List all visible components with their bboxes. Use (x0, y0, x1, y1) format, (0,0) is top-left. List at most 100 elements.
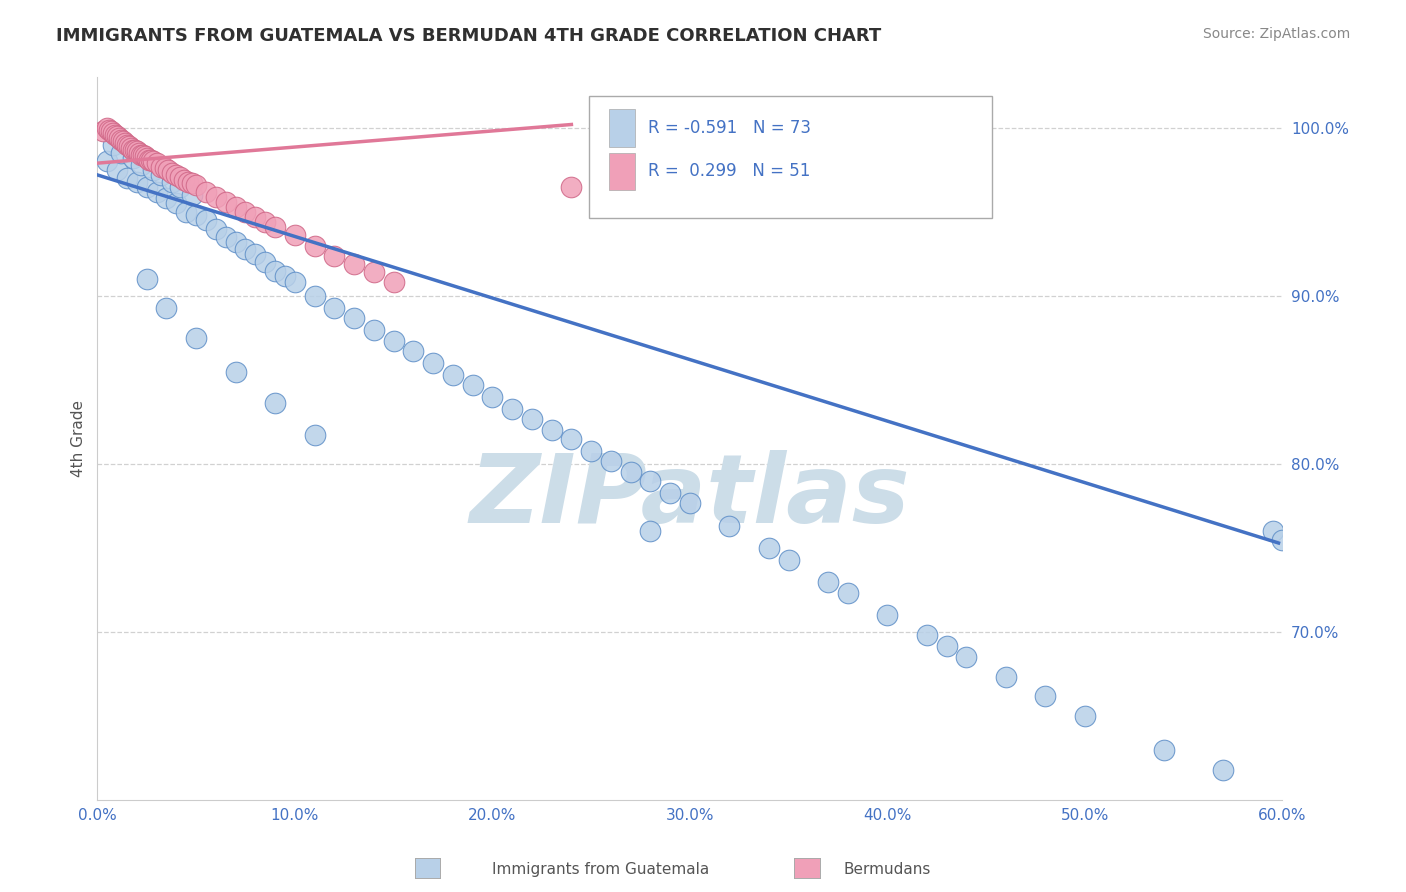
Point (110, 146, 132, 161)
Point (343, 257, 366, 271)
Point (245, 210, 267, 224)
Point (110, 133, 132, 147)
Point (108, 131, 131, 145)
Point (560, 432, 582, 446)
Y-axis label: 4th Grade: 4th Grade (72, 401, 86, 477)
Point (195, 185, 218, 199)
Point (177, 175, 200, 189)
Point (105, 129, 128, 144)
Point (284, 228, 307, 243)
Point (122, 143, 145, 157)
Point (679, 496, 702, 510)
Point (264, 220, 287, 235)
Point (120, 141, 142, 155)
Text: Source: ZipAtlas.com: Source: ZipAtlas.com (1202, 27, 1350, 41)
Point (173, 173, 195, 187)
Point (935, 639, 957, 653)
Point (264, 396, 287, 410)
Point (115, 137, 138, 152)
Point (184, 331, 207, 345)
Point (139, 153, 162, 167)
Point (915, 628, 938, 642)
Point (149, 168, 172, 182)
Point (125, 145, 148, 159)
Point (994, 670, 1017, 684)
Point (520, 411, 543, 425)
Point (1212, 763, 1234, 777)
Point (104, 128, 127, 142)
Point (225, 200, 247, 214)
Point (481, 390, 503, 404)
Point (105, 162, 128, 177)
Point (96, 154, 118, 169)
Point (254, 215, 277, 229)
Point (138, 153, 160, 167)
Point (124, 143, 146, 157)
Text: Bermudans: Bermudans (844, 863, 931, 877)
Point (195, 213, 218, 227)
Point (115, 171, 138, 186)
Point (96, 120, 118, 135)
Point (1035, 689, 1057, 703)
Point (441, 368, 464, 382)
Point (225, 365, 247, 379)
Point (640, 524, 662, 539)
Point (284, 276, 307, 290)
Point (560, 179, 582, 194)
Point (162, 166, 184, 180)
Point (134, 149, 156, 163)
Point (540, 423, 562, 437)
Point (135, 151, 157, 165)
FancyBboxPatch shape (609, 153, 636, 190)
Point (135, 179, 157, 194)
Point (100, 124, 122, 138)
Point (363, 265, 385, 279)
Text: R =  0.299   N = 51: R = 0.299 N = 51 (648, 162, 811, 180)
Point (149, 160, 172, 174)
Point (304, 238, 326, 252)
Point (501, 401, 523, 416)
Point (169, 179, 191, 194)
Point (165, 168, 187, 182)
Point (1261, 524, 1284, 539)
Point (254, 255, 277, 269)
Point (600, 453, 623, 467)
Point (758, 541, 780, 555)
Point (145, 185, 167, 199)
Point (155, 191, 177, 205)
Point (101, 137, 124, 152)
Point (135, 272, 157, 286)
Point (122, 151, 145, 165)
Point (461, 378, 484, 392)
Point (718, 519, 741, 533)
FancyBboxPatch shape (609, 109, 636, 147)
Point (132, 147, 155, 161)
Point (129, 147, 152, 161)
Point (363, 322, 385, 336)
Point (162, 175, 184, 189)
Point (142, 154, 165, 169)
FancyBboxPatch shape (589, 95, 993, 219)
Point (98, 122, 121, 136)
Point (114, 136, 136, 150)
Point (343, 310, 366, 325)
Point (235, 205, 257, 219)
Point (91, 124, 114, 138)
Point (165, 196, 187, 211)
Point (245, 247, 267, 261)
Point (422, 356, 444, 370)
Point (169, 169, 191, 184)
Point (184, 178, 207, 192)
Point (382, 276, 405, 290)
Point (157, 162, 180, 177)
Point (323, 249, 346, 263)
Point (125, 175, 148, 189)
Point (778, 553, 800, 567)
Point (155, 301, 177, 315)
Point (205, 221, 228, 235)
Text: IMMIGRANTS FROM GUATEMALA VS BERMUDAN 4TH GRADE CORRELATION CHART: IMMIGRANTS FROM GUATEMALA VS BERMUDAN 4T… (56, 27, 882, 45)
Point (174, 205, 197, 219)
Point (101, 126, 124, 140)
Point (382, 334, 405, 349)
Point (145, 156, 167, 170)
